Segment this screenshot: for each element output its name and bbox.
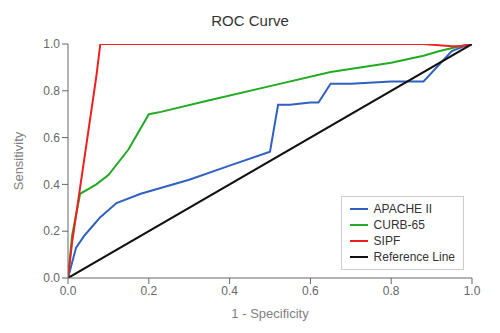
svg-text:Sensitivity: Sensitivity — [11, 131, 26, 190]
svg-text:0.6: 0.6 — [43, 131, 60, 145]
svg-text:1.0: 1.0 — [43, 37, 60, 51]
svg-text:0.2: 0.2 — [140, 284, 157, 298]
html-text:Reference Line: Reference Line — [373, 250, 455, 264]
html-text:CURB-65: CURB-65 — [373, 218, 425, 232]
svg-text:0.0: 0.0 — [60, 284, 77, 298]
svg-text:0.6: 0.6 — [302, 284, 319, 298]
svg-text:0.4: 0.4 — [221, 284, 238, 298]
html-text:ROC Curve: ROC Curve — [211, 12, 289, 29]
svg-text:1.0: 1.0 — [464, 284, 481, 298]
svg-text:0.8: 0.8 — [43, 84, 60, 98]
svg-text:0.4: 0.4 — [43, 178, 60, 192]
html-text:APACHE II: APACHE II — [373, 202, 433, 216]
svg-text:0.2: 0.2 — [43, 224, 60, 238]
svg-text:0.8: 0.8 — [383, 284, 400, 298]
svg-text:1 - Specificity: 1 - Specificity — [231, 306, 309, 321]
html-text:SIPF: SIPF — [373, 234, 401, 248]
svg-text:0.0: 0.0 — [43, 271, 60, 285]
